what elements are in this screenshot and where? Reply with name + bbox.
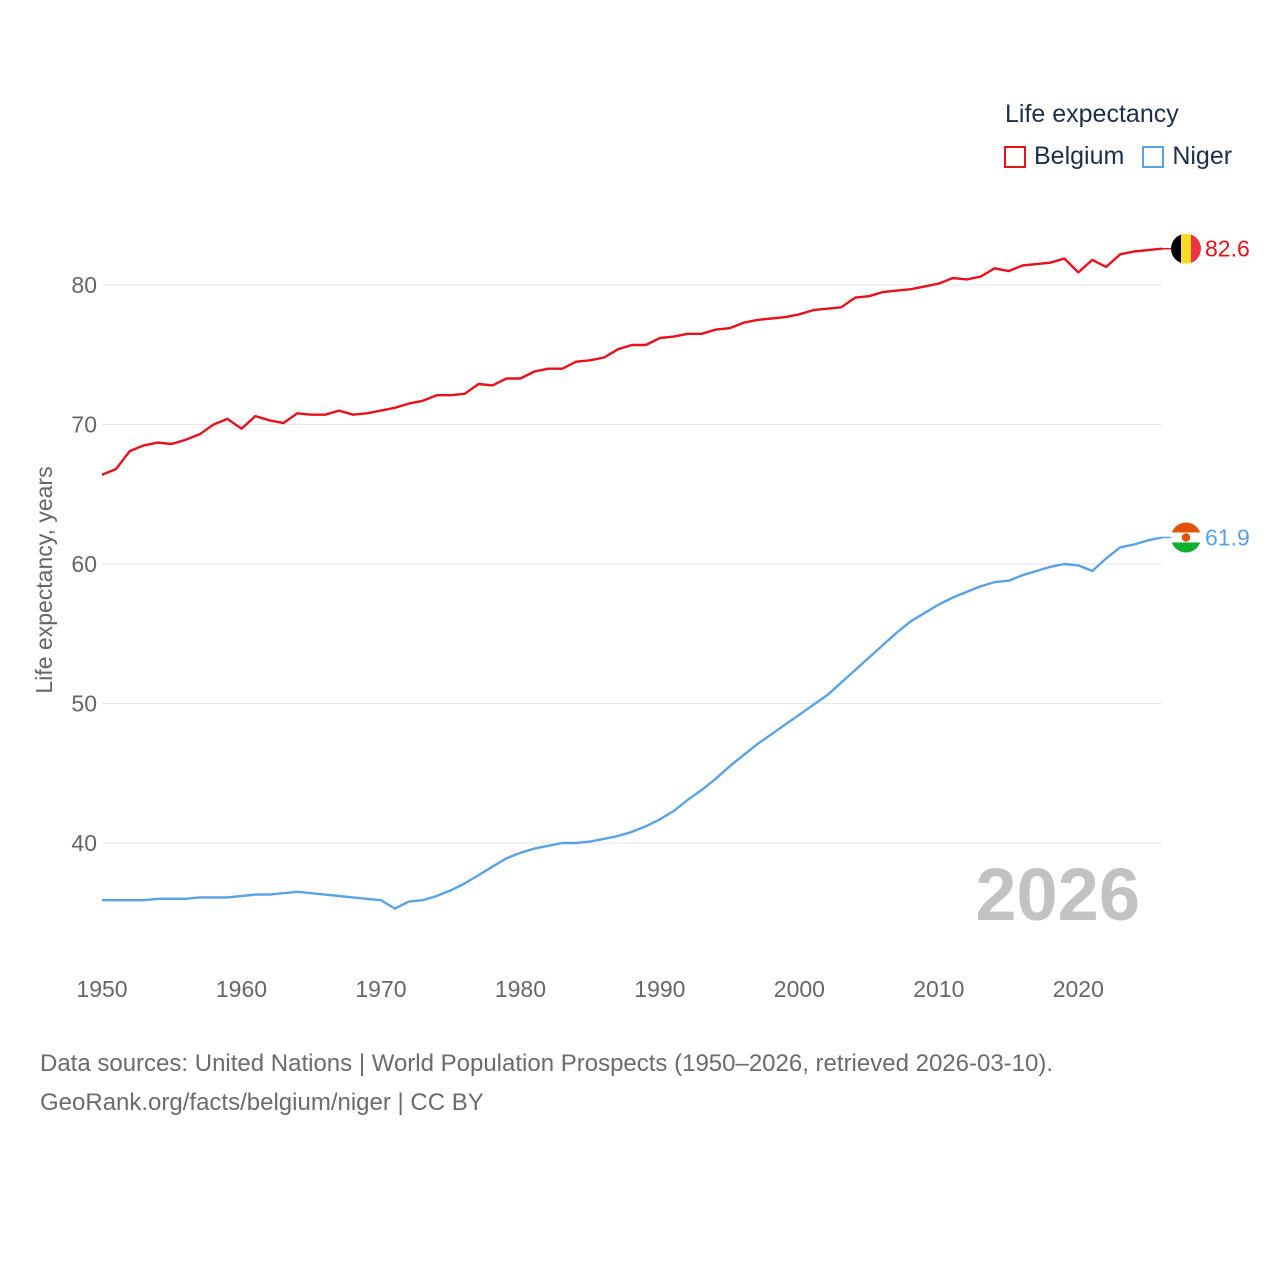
x-tick-label-2010: 2010 [913,976,964,1002]
legend-label-niger: Niger [1172,142,1233,170]
current-year-label: 2026 [975,853,1140,936]
series-end-markers: 82.6 61.9 [1162,233,1250,553]
legend-swatch-belgium [1004,145,1026,168]
y-axis-label: Life expectancy, years [31,466,57,693]
y-tick-label-70: 70 [71,412,97,438]
end-value-label-niger: 61.9 [1205,524,1250,550]
legend-title: Life expectancy [1005,100,1179,128]
x-tick-label-1970: 1970 [355,976,406,1002]
x-axis-ticks: 1950 1960 1970 1980 1990 2000 2010 2020 [76,976,1103,1002]
y-tick-label-40: 40 [71,830,97,856]
attribution-link[interactable]: GeoRank.org/facts/belgium/niger | CC BY [40,1089,484,1116]
y-tick-label-80: 80 [71,272,97,298]
legend-item-niger[interactable]: Niger [1142,142,1232,171]
y-tick-label-50: 50 [71,691,97,717]
x-tick-label-2020: 2020 [1053,976,1104,1002]
series-lines [101,247,1163,910]
y-axis-ticks: 40 50 60 70 80 [71,272,97,856]
legend-swatch-niger [1142,145,1165,168]
grid-lines [102,284,1162,844]
legend-item-belgium[interactable]: Belgium [1004,142,1124,171]
legend: Belgium Niger [1004,142,1250,171]
legend-label-belgium: Belgium [1034,142,1125,170]
end-value-label-belgium: 82.6 [1205,236,1250,262]
x-tick-label-1950: 1950 [76,976,127,1002]
niger-flag-icon [1171,522,1201,553]
footer: Data sources: United Nations | World Pop… [40,1044,1053,1122]
y-tick-label-60: 60 [71,551,97,577]
x-tick-label-1980: 1980 [495,976,546,1002]
belgium-flag-icon [1171,233,1201,264]
x-tick-label-1990: 1990 [634,976,685,1002]
series-line-belgium[interactable] [101,247,1163,476]
x-tick-label-1960: 1960 [216,976,267,1002]
x-tick-label-2000: 2000 [774,976,825,1002]
series-line-niger[interactable] [102,536,1163,910]
data-source-text: Data sources: United Nations | World Pop… [40,1050,1054,1077]
